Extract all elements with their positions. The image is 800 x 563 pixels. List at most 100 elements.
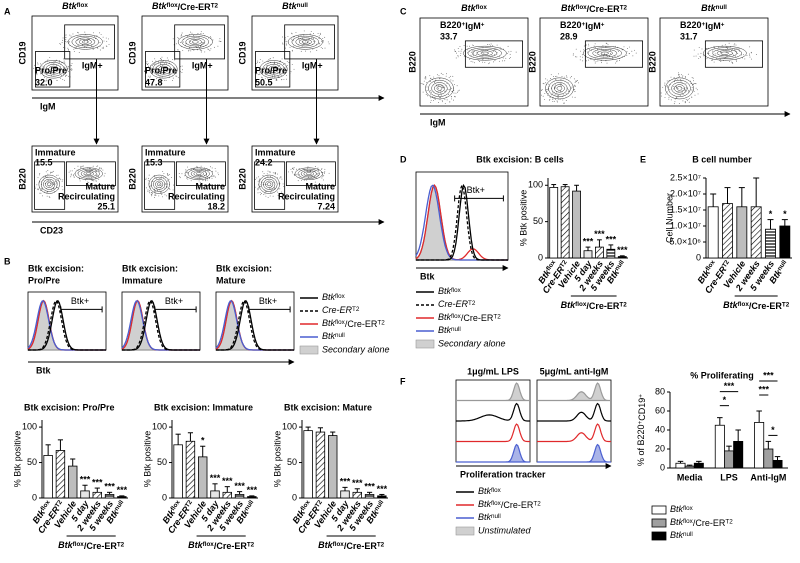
event-dot xyxy=(105,37,107,39)
contour xyxy=(431,82,448,95)
event-dot xyxy=(685,99,687,101)
event-dot xyxy=(441,101,443,103)
event-dot xyxy=(84,46,86,48)
event-dot xyxy=(68,70,70,72)
text-part: IgM xyxy=(465,21,481,31)
superscript: null xyxy=(491,512,501,519)
event-dot xyxy=(185,169,187,171)
event-dot xyxy=(614,45,616,47)
axis-label: CD19 xyxy=(17,41,27,64)
event-dot xyxy=(155,60,157,62)
event-dot xyxy=(79,38,81,40)
event-dot xyxy=(66,41,68,43)
event-dot xyxy=(492,45,494,47)
event-dot xyxy=(738,49,740,51)
histogram-curve xyxy=(537,443,611,463)
event-dot xyxy=(308,177,309,179)
plot-frame xyxy=(141,15,229,91)
superscript: T2 xyxy=(377,319,385,326)
bar xyxy=(595,246,604,259)
event-dot xyxy=(78,178,80,180)
event-dot xyxy=(89,172,91,174)
event-dot xyxy=(276,68,277,70)
event-dot xyxy=(324,171,326,173)
event-dot xyxy=(97,165,99,167)
text-part: Btk xyxy=(670,517,684,527)
text-part: Btk xyxy=(62,1,77,11)
event-dot xyxy=(274,172,276,174)
superscript: null xyxy=(716,3,727,10)
event-dot xyxy=(153,63,155,65)
event-dot xyxy=(259,72,261,74)
event-dot xyxy=(668,96,670,98)
event-dot xyxy=(455,92,457,94)
gate-label: B220+IgM+ xyxy=(560,20,605,31)
event-dot xyxy=(286,65,288,67)
event-dot xyxy=(588,59,590,61)
event-dot xyxy=(688,101,690,103)
event-dot xyxy=(99,42,101,44)
event-dot xyxy=(263,193,265,195)
event-dot xyxy=(488,63,490,65)
event-dot xyxy=(65,74,67,76)
histogram-curve xyxy=(28,299,106,351)
event-dot xyxy=(688,89,690,91)
superscript: null xyxy=(243,499,255,512)
event-dot xyxy=(181,71,183,73)
event-dot xyxy=(451,98,453,100)
gate-label: IgM+ xyxy=(192,61,213,71)
contour xyxy=(43,178,56,190)
event-dot xyxy=(436,74,438,76)
contour xyxy=(83,171,94,177)
event-dot xyxy=(51,189,53,191)
event-dot xyxy=(145,177,147,179)
significance: * xyxy=(769,209,773,219)
event-dot xyxy=(108,38,109,40)
event-dot xyxy=(62,179,64,181)
event-dot xyxy=(147,190,149,192)
event-dot xyxy=(184,175,186,177)
event-dot xyxy=(217,45,219,47)
event-dot xyxy=(725,52,727,53)
y-axis-label: % Btk positive xyxy=(272,431,282,488)
event-dot xyxy=(438,102,439,104)
event-dot xyxy=(204,180,206,182)
event-dot xyxy=(721,44,723,46)
plot-title: Btkflox/Cre-ERT2 xyxy=(152,1,219,12)
event-dot xyxy=(51,171,52,173)
event-dot xyxy=(457,55,459,57)
contour xyxy=(42,62,65,77)
event-dot xyxy=(154,197,155,198)
event-dot xyxy=(166,68,168,70)
event-dot xyxy=(220,41,222,43)
event-dot xyxy=(282,42,283,44)
event-dot xyxy=(563,102,565,104)
event-dot xyxy=(560,83,562,85)
event-dot xyxy=(180,42,182,43)
event-dot xyxy=(312,171,314,172)
text-part: % of B220 xyxy=(636,424,646,466)
event-dot xyxy=(693,83,695,84)
bar xyxy=(198,456,208,499)
event-dot xyxy=(185,177,187,179)
event-dot xyxy=(290,38,292,40)
event-dot xyxy=(93,180,95,182)
event-dot xyxy=(205,179,207,181)
event-dot xyxy=(314,166,316,167)
bar xyxy=(117,496,127,499)
event-dot xyxy=(291,33,293,35)
event-dot xyxy=(293,174,295,176)
event-dot xyxy=(621,49,623,51)
event-dot xyxy=(303,179,305,181)
event-dot xyxy=(318,35,320,37)
event-dot xyxy=(254,178,256,180)
event-dot xyxy=(322,179,324,181)
event-dot xyxy=(265,178,267,180)
event-dot xyxy=(66,74,68,76)
event-dot xyxy=(476,53,477,55)
event-dot xyxy=(172,77,174,79)
contour xyxy=(425,77,454,100)
event-dot xyxy=(693,83,695,85)
event-dot xyxy=(165,183,167,185)
event-dot xyxy=(210,166,211,168)
